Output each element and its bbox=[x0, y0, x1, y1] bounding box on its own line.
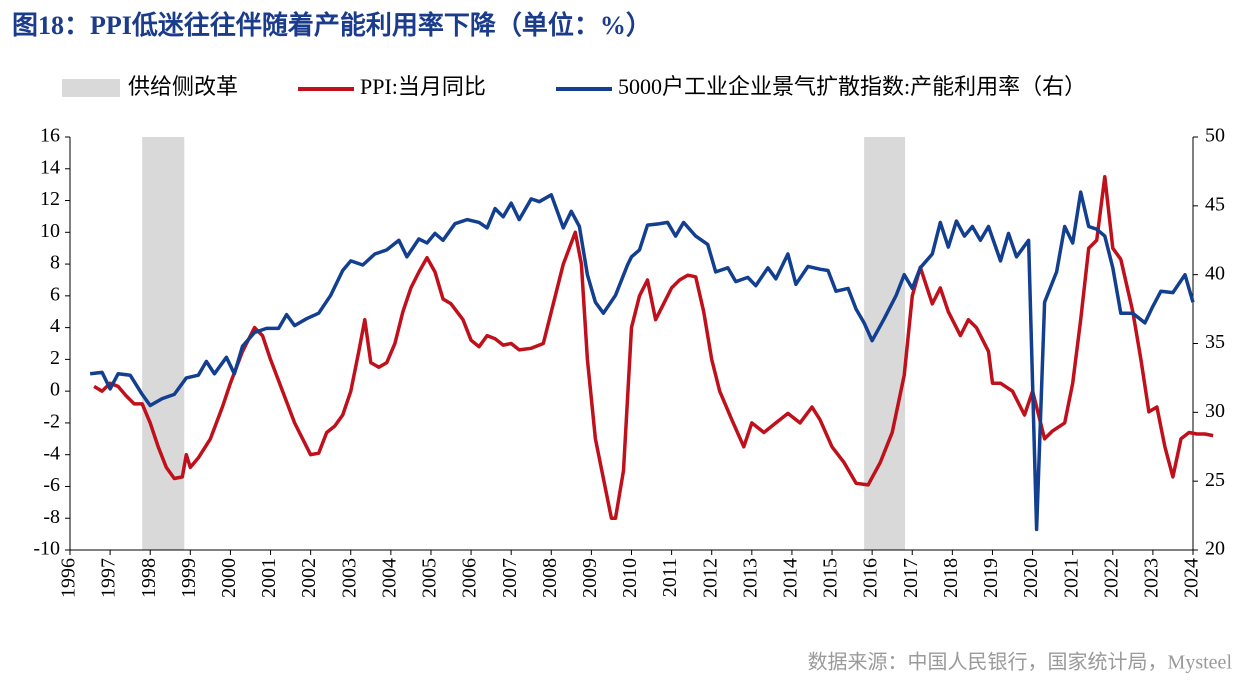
y-tick-label: -8 bbox=[43, 506, 60, 528]
x-tick-label: 2008 bbox=[539, 558, 561, 598]
x-tick-label: 2010 bbox=[619, 558, 641, 598]
x-tick-label: 2009 bbox=[579, 558, 601, 598]
y2-tick-label: 20 bbox=[1205, 538, 1225, 560]
y2-tick-label: 45 bbox=[1205, 193, 1225, 215]
x-tick-label: 2017 bbox=[900, 558, 922, 598]
y2-tick-label: 35 bbox=[1205, 331, 1225, 353]
y-tick-label: -4 bbox=[43, 442, 60, 464]
x-tick-label: 2013 bbox=[739, 558, 761, 598]
x-tick-label: 1999 bbox=[178, 558, 200, 598]
y-tick-label: 12 bbox=[40, 188, 60, 210]
x-tick-label: 2015 bbox=[820, 558, 842, 598]
y2-tick-label: 40 bbox=[1205, 262, 1225, 284]
y-tick-label: 10 bbox=[40, 220, 60, 242]
x-tick-label: 2003 bbox=[338, 558, 360, 598]
legend-label: 5000户工业企业景气扩散指数:产能利用率（右） bbox=[618, 74, 1086, 99]
legend-label: 供给侧改革 bbox=[128, 74, 238, 99]
x-tick-label: 2000 bbox=[218, 558, 240, 598]
y-tick-label: 8 bbox=[50, 252, 60, 274]
legend-swatch bbox=[62, 79, 120, 97]
x-tick-label: 1998 bbox=[138, 558, 160, 598]
y-tick-label: -10 bbox=[33, 538, 60, 560]
y-tick-label: -6 bbox=[43, 474, 60, 496]
series-line bbox=[89, 190, 1195, 532]
y2-tick-label: 50 bbox=[1205, 125, 1225, 147]
x-tick-label: 2021 bbox=[1060, 558, 1082, 598]
chart-title: 图18：PPI低迷往往伴随着产能利用率下降（单位：%） bbox=[12, 10, 652, 40]
x-tick-label: 2020 bbox=[1020, 558, 1042, 598]
x-tick-label: 2018 bbox=[940, 558, 962, 598]
legend-label: PPI:当月同比 bbox=[360, 74, 486, 99]
y-tick-label: 16 bbox=[40, 125, 60, 147]
x-tick-label: 2014 bbox=[780, 558, 802, 598]
x-tick-label: 1996 bbox=[58, 558, 80, 598]
shaded-region bbox=[142, 137, 185, 550]
x-tick-label: 2011 bbox=[659, 558, 681, 597]
y-tick-label: 4 bbox=[50, 315, 60, 337]
y-tick-label: -2 bbox=[43, 411, 60, 433]
x-tick-label: 2002 bbox=[298, 558, 320, 598]
x-tick-label: 1997 bbox=[98, 558, 120, 598]
x-tick-label: 2022 bbox=[1100, 558, 1122, 598]
x-tick-label: 2023 bbox=[1140, 558, 1162, 598]
y-tick-label: 2 bbox=[50, 347, 60, 369]
x-tick-label: 2024 bbox=[1181, 558, 1203, 598]
x-tick-label: 2001 bbox=[258, 558, 280, 598]
x-tick-label: 2006 bbox=[459, 558, 481, 598]
source-note: 数据来源：中国人民银行，国家统计局，Mysteel bbox=[808, 651, 1233, 674]
series-line bbox=[93, 174, 1214, 520]
x-tick-label: 2005 bbox=[419, 558, 441, 598]
shaded-region bbox=[864, 137, 906, 550]
y2-tick-label: 25 bbox=[1205, 469, 1225, 491]
y-tick-label: 14 bbox=[40, 156, 60, 178]
y-tick-label: 0 bbox=[50, 379, 60, 401]
x-tick-label: 2007 bbox=[499, 558, 521, 598]
y2-tick-label: 30 bbox=[1205, 400, 1225, 422]
y-tick-label: 6 bbox=[50, 283, 60, 305]
x-tick-label: 2004 bbox=[378, 558, 400, 598]
x-tick-label: 2016 bbox=[860, 558, 882, 598]
x-tick-label: 2019 bbox=[980, 558, 1002, 598]
x-tick-label: 2012 bbox=[699, 558, 721, 598]
